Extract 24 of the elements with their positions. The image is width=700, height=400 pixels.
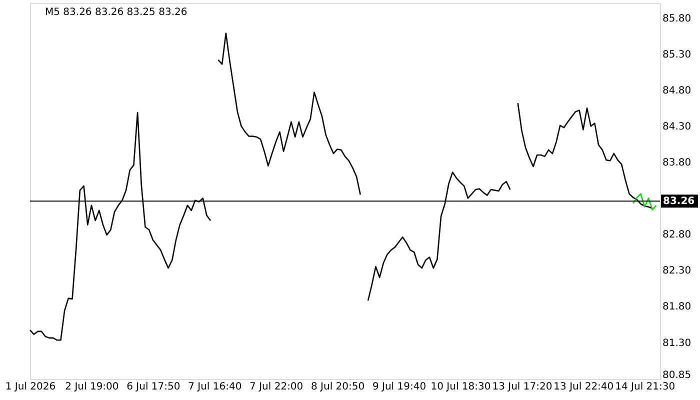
- ref-line-label: 83.26: [663, 196, 695, 208]
- y-tick-label: 84.30: [662, 122, 692, 133]
- x-tick-label: 7 Jul 22:00: [250, 382, 304, 392]
- y-tick-label: 82.30: [662, 266, 692, 277]
- x-tick-label: 10 Jul 18:30: [430, 382, 491, 392]
- chart-title: M5 83.26 83.26 83.25 83.26: [45, 7, 188, 18]
- y-tick-label: 83.80: [662, 158, 692, 169]
- x-tick-label: 14 Jul 21:30: [615, 382, 676, 392]
- line-series: [632, 193, 657, 210]
- y-tick-label: 81.30: [662, 338, 692, 349]
- x-tick-label: 9 Jul 19:40: [372, 382, 426, 392]
- y-tick-label: 82.80: [662, 230, 692, 241]
- x-tick-label: 6 Jul 17:50: [126, 382, 180, 392]
- x-tick-label: 7 Jul 16:40: [188, 382, 242, 392]
- x-tick-label: 2 Jul 19:00: [65, 382, 119, 392]
- y-tick-label: 80.85: [662, 370, 692, 382]
- x-tick-label: 1 Jul 2026: [5, 382, 56, 392]
- y-tick-label: 85.80: [662, 14, 692, 25]
- y-tick-label: 85.30: [662, 50, 692, 61]
- x-tick-label: 13 Jul 22:40: [554, 382, 614, 392]
- x-tick-label: 8 Jul 20:50: [311, 382, 365, 392]
- y-tick-label: 84.80: [662, 86, 692, 97]
- x-tick-label: 13 Jul 17:20: [492, 382, 552, 392]
- y-tick-label: 81.80: [662, 302, 692, 313]
